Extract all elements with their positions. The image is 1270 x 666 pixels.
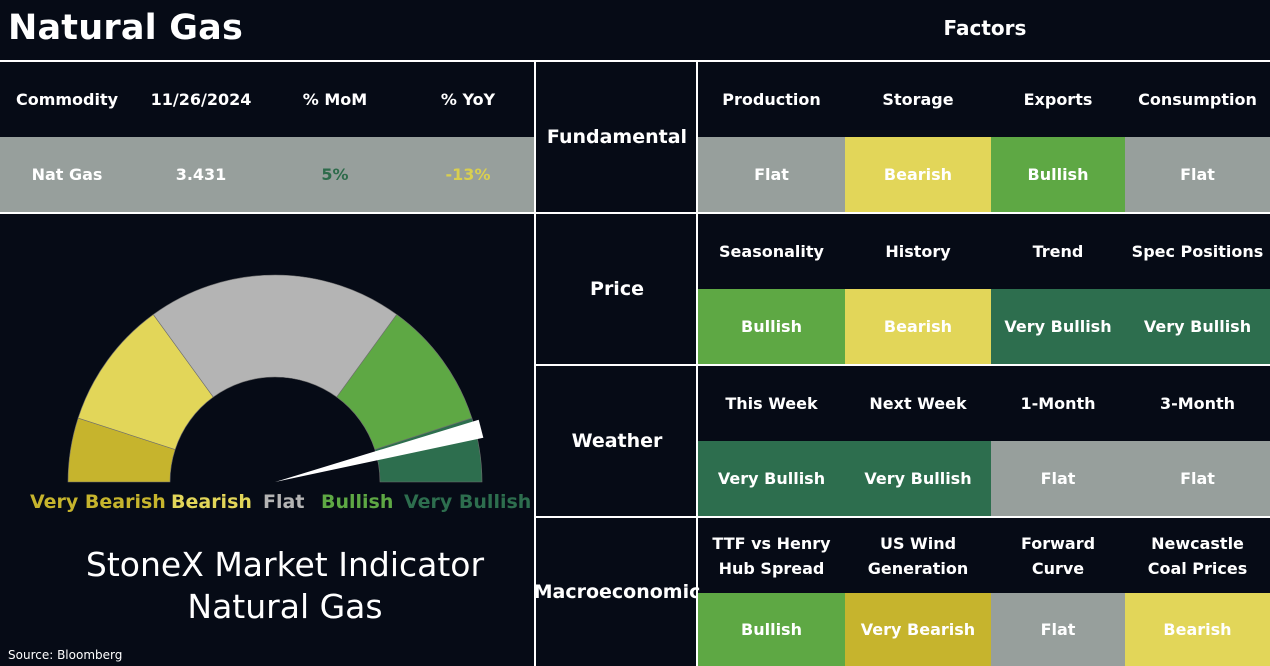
gauge-label-very-bullish: Very Bullish — [404, 491, 532, 513]
indicator-title: StoneX Market Indicator Natural Gas — [0, 544, 570, 628]
commodity-table-header: Commodity 11/26/2024 % MoM % YoY — [0, 62, 534, 137]
source-note: Source: Bloomberg — [8, 648, 123, 662]
divider-left-panel — [534, 60, 536, 666]
factor-header: Newcastle Coal Prices — [1147, 533, 1248, 578]
factor-header: Forward Curve — [1020, 533, 1096, 578]
factor-header: Exports — [1023, 90, 1093, 109]
factor-value: Very Bearish — [845, 593, 991, 666]
factor-header: Consumption — [1138, 90, 1257, 109]
gauge-label-flat: Flat — [263, 491, 305, 513]
divider-row-3 — [536, 516, 1270, 518]
factor-value: Flat — [991, 593, 1125, 666]
divider-commodity-bottom — [0, 212, 1270, 214]
page-title: Natural Gas — [8, 8, 243, 48]
commodity-mom: 5% — [321, 165, 349, 184]
factor-header: 1-Month — [1020, 394, 1096, 413]
category-price: Price — [590, 278, 644, 300]
commodity-yoy: -13% — [445, 165, 491, 184]
factor-value: Very Bullish — [991, 289, 1125, 364]
gauge-label-very-bearish: Very Bearish — [30, 491, 166, 513]
factor-value: Bullish — [698, 593, 845, 666]
commodity-price: 3.431 — [175, 165, 227, 184]
factor-header: Production — [722, 90, 821, 109]
category-macroeconomic: Macroeconomic — [533, 581, 701, 603]
header-yoy: % YoY — [440, 90, 496, 109]
indicator-title-line-1: StoneX Market Indicator — [85, 545, 485, 584]
factor-value: Flat — [1125, 441, 1270, 516]
factor-value: Very Bullish — [845, 441, 991, 516]
factor-header: Seasonality — [719, 242, 824, 261]
category-fundamental: Fundamental — [546, 126, 688, 148]
commodity-name: Nat Gas — [31, 165, 103, 184]
header-date: 11/26/2024 — [150, 90, 252, 109]
factor-value: Bullish — [698, 289, 845, 364]
factor-value: Bearish — [845, 289, 991, 364]
factor-value: Very Bullish — [698, 441, 845, 516]
factors-title: Factors — [943, 16, 1027, 40]
factor-value: Bullish — [991, 137, 1125, 212]
category-weather: Weather — [571, 430, 663, 452]
divider-row-2 — [536, 364, 1270, 366]
factor-value: Flat — [698, 137, 845, 212]
factor-value: Flat — [991, 441, 1125, 516]
factor-header: US Wind Generation — [867, 533, 969, 578]
factor-header: History — [885, 242, 951, 261]
gauge-segment-flat — [152, 274, 398, 398]
factor-header: Storage — [882, 90, 954, 109]
factor-header: Trend — [1032, 242, 1084, 261]
header-mom: % MoM — [302, 90, 368, 109]
factor-header: Next Week — [869, 394, 967, 413]
factor-value: Bearish — [845, 137, 991, 212]
divider-category-column — [696, 60, 698, 666]
header-commodity: Commodity — [15, 90, 119, 109]
indicator-title-line-2: Natural Gas — [187, 587, 383, 626]
factor-header: TTF vs Henry Hub Spread — [712, 533, 831, 578]
market-indicator-gauge — [67, 274, 484, 483]
commodity-row: Nat Gas 3.431 5% -13% — [0, 137, 534, 212]
gauge-label-bearish: Bearish — [171, 491, 252, 513]
divider-top — [0, 60, 1270, 62]
factor-header: Spec Positions — [1131, 242, 1264, 261]
factor-value: Very Bullish — [1125, 289, 1270, 364]
gauge-needle — [275, 419, 484, 482]
factor-value: Bearish — [1125, 593, 1270, 666]
gauge-label-bullish: Bullish — [321, 491, 394, 513]
factor-header: 3-Month — [1159, 394, 1236, 413]
factor-header: This Week — [725, 394, 818, 413]
factor-value: Flat — [1125, 137, 1270, 212]
